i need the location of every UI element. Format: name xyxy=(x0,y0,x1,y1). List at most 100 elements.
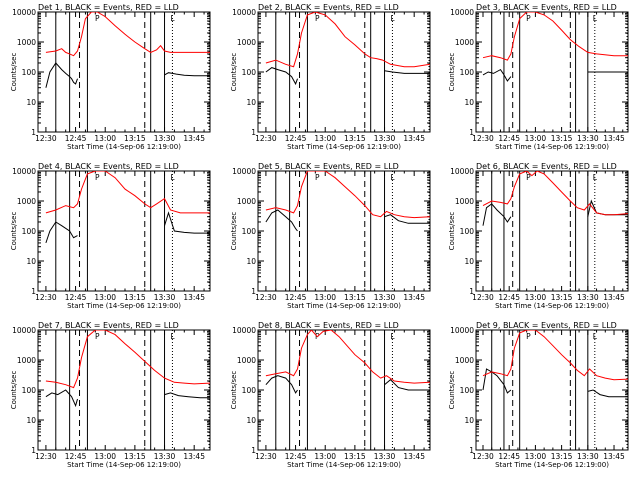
y-tick-label: 1 xyxy=(469,287,474,296)
y-axis-label: Counts/sec xyxy=(10,53,18,92)
panel-det-5: Det 5, BLACK = Events, RED = LLD 1 10 100 10… xyxy=(230,162,431,310)
y-tick-label: 1000 xyxy=(237,356,256,365)
x-tick-label: 12:30 xyxy=(472,293,494,302)
x-tick-label: 13:45 xyxy=(403,134,425,143)
x-tick-label: 13:30 xyxy=(577,293,599,302)
interval-letter-label: L xyxy=(170,332,175,341)
y-axis-label: Counts/sec xyxy=(230,212,238,251)
y-tick-label: 10000 xyxy=(12,8,36,17)
y-tick-label: 10000 xyxy=(12,326,36,335)
x-tick-label: 13:45 xyxy=(183,452,205,461)
interval-letter-label: L xyxy=(593,173,598,182)
series-line-events xyxy=(384,214,430,224)
x-tick-label: 13:15 xyxy=(551,134,573,143)
y-tick-label: 100 xyxy=(460,386,475,395)
panel-title: Det 8, BLACK = Events, RED = LLD xyxy=(258,321,399,330)
interval-letter-label: L xyxy=(390,173,395,182)
y-tick-label: 100 xyxy=(22,227,37,236)
x-tick-label: 12:30 xyxy=(255,293,277,302)
interval-letter-label: P xyxy=(526,14,531,23)
y-tick-label: 1 xyxy=(251,287,256,296)
y-tick-label: 1000 xyxy=(17,38,36,47)
series-line-events xyxy=(482,203,512,226)
x-axis-label: Start Time (14-Sep-06 12:19:00) xyxy=(67,302,181,310)
x-tick-label: 13:30 xyxy=(577,134,599,143)
series-line-lld xyxy=(482,171,628,216)
y-tick-label: 1000 xyxy=(17,197,36,206)
y-axis-label: Counts/sec xyxy=(448,371,456,410)
y-tick-label: 10 xyxy=(464,416,474,425)
plot-frame xyxy=(257,170,431,292)
series-line-events xyxy=(384,70,430,74)
interval-letter-label: P xyxy=(315,14,320,23)
series-line-events xyxy=(164,72,210,77)
y-tick-label: 1 xyxy=(469,128,474,137)
x-tick-label: 13:15 xyxy=(551,452,573,461)
x-axis-label: Start Time (14-Sep-06 12:19:00) xyxy=(495,461,609,469)
series-line-events xyxy=(482,68,512,82)
panel-det-6: Det 6, BLACK = Events, RED = LLD 1 10 100 10… xyxy=(448,162,629,310)
x-tick-label: 13:45 xyxy=(603,293,625,302)
series-line-lld xyxy=(482,330,628,381)
series-line-events xyxy=(45,221,78,244)
x-tick-label: 12:30 xyxy=(35,293,57,302)
panel-det-7: Det 7, BLACK = Events, RED = LLD 1 10 100 10… xyxy=(10,321,211,469)
y-tick-label: 1 xyxy=(251,128,256,137)
series-line-events xyxy=(45,389,78,408)
x-tick-label: 12:45 xyxy=(65,293,87,302)
interval-letter-label: L xyxy=(170,14,175,23)
y-tick-label: 100 xyxy=(22,386,37,395)
y-axis-label: Counts/sec xyxy=(448,212,456,251)
interval-letter-label: P xyxy=(95,14,100,23)
interval-letter-label: P xyxy=(95,173,100,182)
x-tick-label: 13:00 xyxy=(94,134,116,143)
interval-letter-label: L xyxy=(390,332,395,341)
y-tick-label: 10 xyxy=(464,98,474,107)
y-tick-label: 10000 xyxy=(450,326,474,335)
x-tick-label: 13:30 xyxy=(577,452,599,461)
x-tick-label: 12:45 xyxy=(65,452,87,461)
x-tick-label: 12:45 xyxy=(65,134,87,143)
y-tick-label: 10000 xyxy=(450,8,474,17)
x-tick-label: 13:45 xyxy=(403,452,425,461)
x-tick-label: 13:00 xyxy=(525,452,547,461)
interval-letter-label: L xyxy=(390,14,395,23)
y-tick-label: 10000 xyxy=(232,326,256,335)
series-line-lld xyxy=(265,330,430,384)
interval-letter-label: L xyxy=(170,173,175,182)
plot-frame xyxy=(37,329,211,451)
x-tick-label: 13:45 xyxy=(603,134,625,143)
plot-frame xyxy=(475,170,629,292)
y-tick-label: 1 xyxy=(31,128,36,137)
x-axis-label: Start Time (14-Sep-06 12:19:00) xyxy=(287,302,401,310)
x-tick-label: 13:45 xyxy=(603,452,625,461)
x-axis-label: Start Time (14-Sep-06 12:19:00) xyxy=(67,461,181,469)
x-tick-label: 13:30 xyxy=(374,293,396,302)
x-tick-label: 13:30 xyxy=(154,293,176,302)
y-tick-label: 1 xyxy=(251,446,256,455)
x-tick-label: 13:45 xyxy=(183,293,205,302)
interval-letter-label: P xyxy=(526,173,531,182)
x-tick-label: 13:15 xyxy=(124,452,146,461)
panel-title: Det 3, BLACK = Events, RED = LLD xyxy=(476,3,617,12)
series-line-events xyxy=(45,62,78,88)
y-tick-label: 1000 xyxy=(17,356,36,365)
x-tick-label: 12:30 xyxy=(35,452,57,461)
x-tick-label: 12:30 xyxy=(472,134,494,143)
interval-letter-label: P xyxy=(526,332,531,341)
y-axis-label: Counts/sec xyxy=(10,371,18,410)
panel-title: Det 5, BLACK = Events, RED = LLD xyxy=(258,162,399,171)
x-tick-label: 13:45 xyxy=(183,134,205,143)
y-tick-label: 100 xyxy=(460,68,475,77)
y-tick-label: 100 xyxy=(460,227,475,236)
y-tick-label: 100 xyxy=(242,227,257,236)
y-tick-label: 1000 xyxy=(455,38,474,47)
panel-det-2: Det 2, BLACK = Events, RED = LLD 1 10 100 10… xyxy=(230,3,431,151)
y-tick-label: 10 xyxy=(246,98,256,107)
x-tick-label: 12:30 xyxy=(35,134,57,143)
x-tick-label: 13:30 xyxy=(154,452,176,461)
y-tick-label: 10 xyxy=(246,257,256,266)
x-tick-label: 13:30 xyxy=(374,452,396,461)
panel-title: Det 4, BLACK = Events, RED = LLD xyxy=(38,162,179,171)
